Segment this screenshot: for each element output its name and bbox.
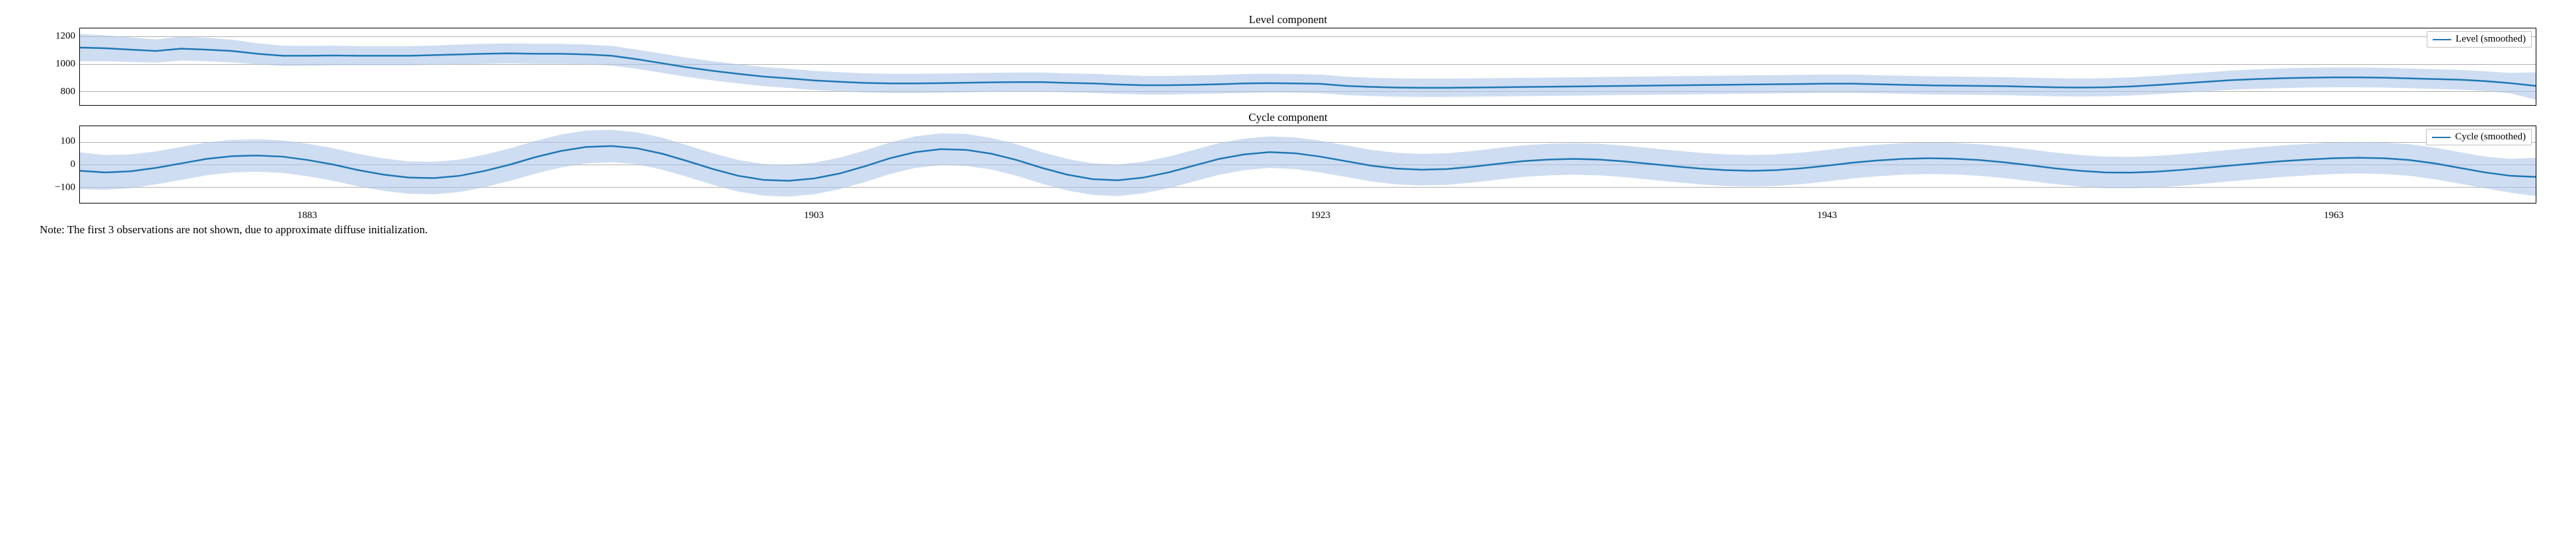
legend: Cycle (smoothed) (2426, 129, 2532, 145)
ytick-label: 1200 (55, 30, 75, 42)
y-axis: 800 1000 1200 (40, 28, 79, 106)
subplot-title: Cycle component (40, 111, 2536, 124)
ytick-label: 1000 (55, 58, 75, 69)
plot-area: Cycle (smoothed) (79, 126, 2536, 204)
subplot-level: Level component 800 1000 1200 Level (smoothe… (40, 13, 2536, 106)
legend: Level (smoothed) (2427, 31, 2532, 48)
ytick-label: 800 (61, 86, 76, 97)
confidence-band (80, 130, 2536, 196)
legend-label: Level (smoothed) (2456, 34, 2526, 45)
figure: Level component80010001200Level (smoothe… (40, 13, 2536, 237)
ytick-label: 100 (61, 136, 76, 147)
subplot-title: Level component (40, 13, 2536, 26)
xtick-label: 1883 (297, 210, 317, 221)
plot-area: Level (smoothed) (79, 28, 2536, 106)
xtick-label: 1903 (804, 210, 824, 221)
y-axis: −100 0 100 (40, 126, 79, 204)
xtick-label: 1923 (1310, 210, 1330, 221)
footnote: Note: The first 3 observations are not s… (40, 223, 2536, 237)
legend-line-icon (2433, 39, 2451, 40)
legend-line-icon (2432, 137, 2451, 138)
xtick-label: 1943 (1817, 210, 1837, 221)
ytick-label: 0 (71, 159, 76, 170)
ytick-label: −100 (55, 182, 75, 193)
confidence-band (80, 34, 2536, 99)
legend-label: Cycle (smoothed) (2455, 131, 2526, 143)
xtick-label: 1963 (2324, 210, 2343, 221)
shared-x-axis: 1883 1903 1923 1943 1963 (40, 209, 2536, 223)
subplot-cycle: Cycle component −100 0 100 Cycle (smoothed) (40, 111, 2536, 204)
